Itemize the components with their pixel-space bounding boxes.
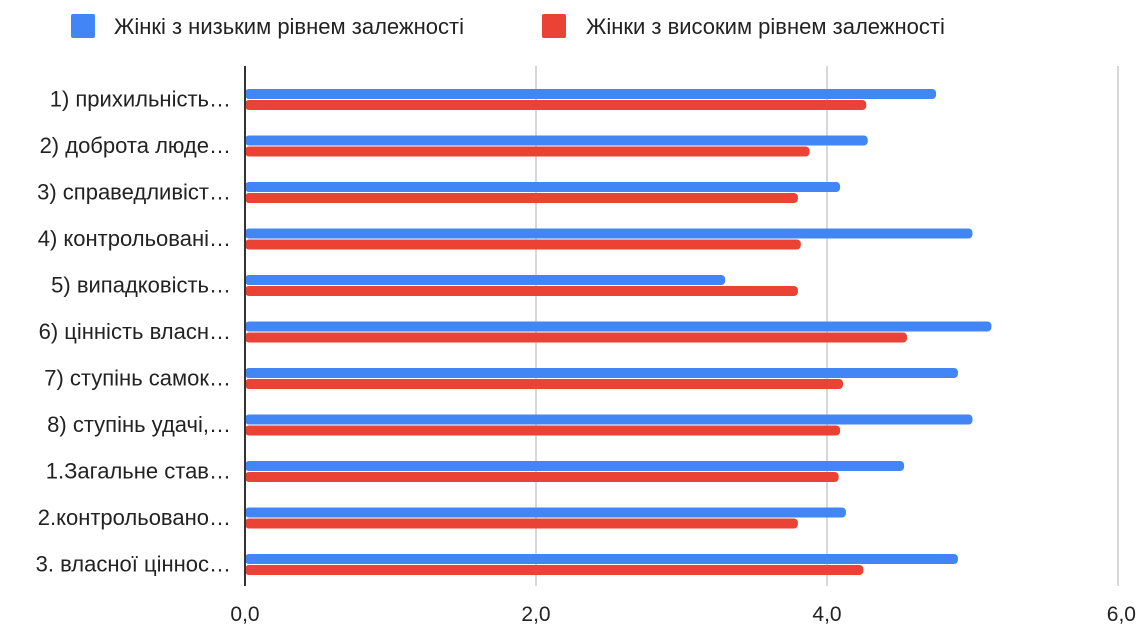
bar-series-1-item-8	[245, 414, 973, 425]
bar-series-2-item-9	[245, 472, 839, 482]
bar-series-2-item-8	[245, 425, 841, 436]
bar-series-1-item-11	[245, 554, 958, 564]
legend-label-series-2: Жінки з високим рівнем залежності	[586, 14, 945, 39]
category-label-9: 1.Загальне став…	[46, 459, 231, 484]
bar-series-1-item-7	[245, 368, 958, 378]
category-label-8: 8) ступінь удачі,…	[47, 412, 231, 437]
bar-series-1-item-5	[245, 275, 726, 285]
legend-swatch-series-2	[542, 14, 566, 38]
bar-series-2-item-3	[245, 193, 798, 203]
bar-series-1-item-9	[245, 461, 905, 471]
category-label-5: 5) випадковість…	[51, 273, 231, 298]
bar-series-2-item-5	[245, 286, 798, 296]
bar-series-1-item-2	[245, 135, 868, 146]
x-tick-label-4: 6,0	[1107, 603, 1136, 626]
bar-series-2-item-6	[245, 332, 908, 343]
bar-series-2-item-2	[245, 146, 810, 157]
category-label-4: 4) контрольовані…	[38, 226, 231, 251]
category-label-3: 3) справедливіст…	[37, 180, 231, 205]
category-label-10: 2.контрольовано…	[38, 505, 231, 530]
bar-series-2-item-10	[245, 518, 798, 529]
legend-label-series-1: Жінкі з низьким рівнем залежності	[114, 14, 464, 39]
x-tick-label-1: 0,0	[230, 603, 259, 626]
chart-legend: Жінкі з низьким рівнем залежності Жінки …	[71, 14, 945, 39]
x-tick-label-2: 2,0	[521, 603, 550, 626]
category-label-6: 6) цінність власн…	[39, 319, 231, 344]
bar-series-1-item-1	[245, 89, 937, 99]
x-tick-label-3: 4,0	[812, 603, 841, 626]
bars	[245, 89, 992, 575]
bar-series-1-item-6	[245, 321, 992, 332]
category-labels: 1) прихильність… 2) доброта люде… 3) справ…	[36, 87, 231, 577]
legend-swatch-series-1	[71, 14, 95, 38]
category-label-11: 3. власної ціннос…	[36, 552, 231, 577]
bar-series-1-item-3	[245, 182, 841, 192]
category-label-1: 1) прихильність…	[50, 87, 231, 112]
bar-series-2-item-4	[245, 239, 801, 250]
bar-series-1-item-4	[245, 228, 973, 239]
bar-series-2-item-11	[245, 565, 864, 575]
x-axis-tick-labels: 0,0 2,0 4,0 6,0	[230, 603, 1136, 626]
bar-series-2-item-7	[245, 379, 844, 389]
bar-series-2-item-1	[245, 100, 867, 110]
bar-series-1-item-10	[245, 507, 846, 518]
category-label-7: 7) ступінь самок…	[44, 366, 231, 391]
category-label-2: 2) доброта люде…	[40, 133, 231, 158]
